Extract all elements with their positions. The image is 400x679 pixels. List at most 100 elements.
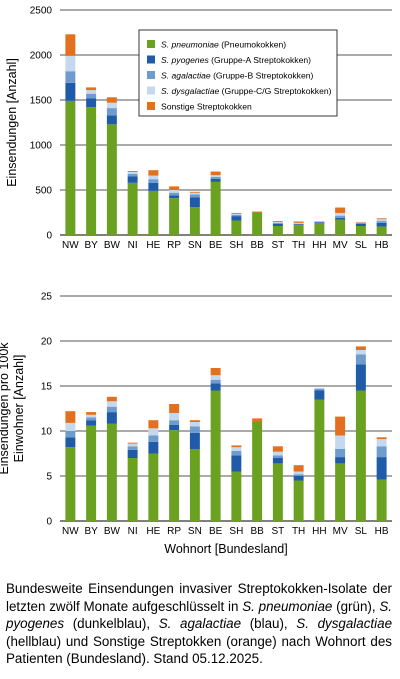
- bar-segment-agalactiae-bw: [106, 406, 117, 413]
- charts-area: 0 500 1000 1500 2000 2500 Einsendungen [Anzahl…: [0, 6, 392, 556]
- bar-segment-sonstige-sn: [189, 191, 200, 193]
- bar-segment-pyogenes-hh: [314, 222, 325, 224]
- bar-segment-agalactiae-mv: [335, 449, 346, 458]
- bar-segment-sonstige-sn: [189, 420, 200, 422]
- x-tick-label: SL: [355, 240, 368, 251]
- bar-segment-agalactiae-sh: [231, 450, 242, 456]
- bar-segment-pneumoniae-bw: [106, 423, 117, 521]
- legend: S. pneumoniae (Pneumokokken) S. pyogenes …: [138, 29, 338, 117]
- bar-segment-dysgalactiae-th: [293, 222, 304, 224]
- bar-segment-agalactiae-th: [293, 474, 304, 476]
- bar-segment-pyogenes-nw: [65, 82, 76, 101]
- bar-segment-dysgalactiae-be: [210, 175, 221, 177]
- bar-segment-dysgalactiae-sh: [231, 447, 242, 451]
- bar-segment-pneumoniae-sh: [231, 471, 242, 521]
- bar-segment-pneumoniae-mv: [335, 463, 346, 521]
- bar-segment-dysgalactiae-be: [210, 375, 221, 380]
- bar-segment-dysgalactiae-mv: [335, 212, 346, 216]
- legend-swatch-agalactiae: [147, 71, 155, 79]
- x-tick-label: TH: [292, 526, 305, 537]
- bar-segment-pyogenes-ni: [127, 449, 138, 458]
- bar-segment-agalactiae-sn: [189, 194, 200, 198]
- bar-segment-dysgalactiae-rp: [169, 190, 180, 193]
- bar-segment-pneumoniae-ni: [127, 458, 138, 521]
- bar-segment-dysgalactiae-sn: [189, 192, 200, 195]
- bar-segment-sonstige-mv: [335, 207, 346, 213]
- bar-segment-sonstige-bw: [106, 396, 117, 402]
- bar-segment-pneumoniae-rp: [169, 198, 180, 235]
- y-axis-label: Einsendungen [Anzahl]: [5, 58, 19, 187]
- bar-segment-pneumoniae-be: [210, 390, 221, 521]
- bar-segment-pyogenes-be: [210, 178, 221, 182]
- bar-segment-agalactiae-be: [210, 176, 221, 179]
- bar-segment-pyogenes-hb: [376, 457, 387, 480]
- bar-segment-dysgalactiae-he: [148, 428, 159, 436]
- chart-absolute-submissions: 0 500 1000 1500 2000 2500 Einsendungen [Anzahl…: [5, 6, 392, 251]
- bar-segment-pneumoniae-he: [148, 453, 159, 521]
- bar-segment-pneumoniae-hb: [376, 479, 387, 521]
- x-tick-label: SN: [188, 240, 202, 251]
- y-tick-label: 2500: [30, 6, 53, 17]
- legend-entry-pneumoniae: S. pneumoniae (Pneumokokken): [161, 40, 286, 50]
- bar-segment-sonstige-st: [272, 446, 283, 452]
- bar-segment-pyogenes-he: [148, 182, 159, 191]
- bar-segment-sonstige-bw: [106, 97, 117, 103]
- bar-segment-agalactiae-be: [210, 379, 221, 384]
- bar-segment-sonstige-be: [210, 171, 221, 176]
- caption-text: (blau),: [241, 616, 297, 632]
- bar-segment-sonstige-be: [210, 368, 221, 376]
- legend-entry-sonstige: Sonstige Streptokokken: [161, 102, 252, 112]
- bar-segment-pneumoniae-bb: [252, 212, 263, 235]
- x-tick-label: BY: [84, 240, 98, 251]
- bar-segment-agalactiae-st: [272, 222, 283, 224]
- bar-segment-agalactiae-sl: [355, 354, 366, 365]
- caption-species-name: S. agalactiae: [158, 616, 242, 632]
- bar-segment-pneumoniae-he: [148, 190, 159, 235]
- y-tick-label: 1000: [30, 141, 53, 152]
- bar-segment-pneumoniae-sh: [231, 220, 242, 235]
- legend-swatch-dysgalactiae: [147, 86, 155, 95]
- x-tick-label: SL: [355, 526, 368, 537]
- bar-segment-pyogenes-rp: [169, 195, 180, 199]
- bar-segment-sonstige-by: [86, 87, 97, 91]
- legend-entry-dysgalactiae: S. dysgalactiae (Gruppe-C/G Streptokokke…: [161, 86, 332, 96]
- bar-segment-dysgalactiae-sh: [231, 213, 242, 215]
- bar-segment-pneumoniae-by: [86, 107, 97, 235]
- x-tick-label: MV: [333, 240, 348, 251]
- bar-segment-agalactiae-hb: [376, 446, 387, 458]
- bar-segment-pyogenes-ni: [127, 176, 138, 183]
- bar-segment-sonstige-sh: [231, 445, 242, 448]
- bar-segment-sonstige-ni: [127, 171, 138, 172]
- bar-segment-dysgalactiae-by: [86, 414, 97, 418]
- bar-segment-sonstige-rp: [169, 186, 180, 190]
- bar-segment-pneumoniae-sl: [355, 226, 366, 235]
- x-axis-label: Wohnort [Bundesland]: [164, 542, 287, 556]
- bar-segment-agalactiae-he: [148, 435, 159, 442]
- bar-segment-sonstige-he: [148, 420, 159, 429]
- bar-segment-pyogenes-sh: [231, 216, 242, 221]
- bar-segment-pneumoniae-by: [86, 425, 97, 521]
- x-tick-label: BB: [250, 240, 264, 251]
- bar-segment-pyogenes-hh: [314, 390, 325, 400]
- bar-segment-dysgalactiae-th: [293, 471, 304, 475]
- bar-segment-sonstige-nw: [65, 34, 76, 56]
- bar-segment-pyogenes-mv: [335, 457, 346, 464]
- bar-segment-pneumoniae-hh: [314, 223, 325, 235]
- bar-segment-pyogenes-sl: [355, 364, 366, 391]
- figure-caption: Bundesweite Einsendungen invasiver Strep…: [6, 580, 392, 668]
- x-tick-label: ST: [271, 526, 284, 537]
- x-tick-label: HH: [312, 240, 326, 251]
- bar-segment-pyogenes-mv: [335, 217, 346, 220]
- bar-segment-sonstige-by: [86, 412, 97, 415]
- bar-segment-agalactiae-ni: [127, 173, 138, 177]
- x-tick-label: HH: [312, 526, 326, 537]
- caption-species-name: S. dysgalactiae: [296, 616, 393, 632]
- bar-segment-sonstige-th: [293, 465, 304, 472]
- bar-segment-pyogenes-sl: [355, 223, 366, 226]
- y-tick-label: 20: [41, 337, 53, 348]
- legend-swatch-pneumoniae: [147, 40, 155, 48]
- x-tick-label: HE: [146, 240, 160, 251]
- bar-segment-dysgalactiae-sn: [189, 422, 200, 427]
- bar-segment-pyogenes-nw: [65, 437, 76, 448]
- x-tick-label: SN: [188, 526, 202, 537]
